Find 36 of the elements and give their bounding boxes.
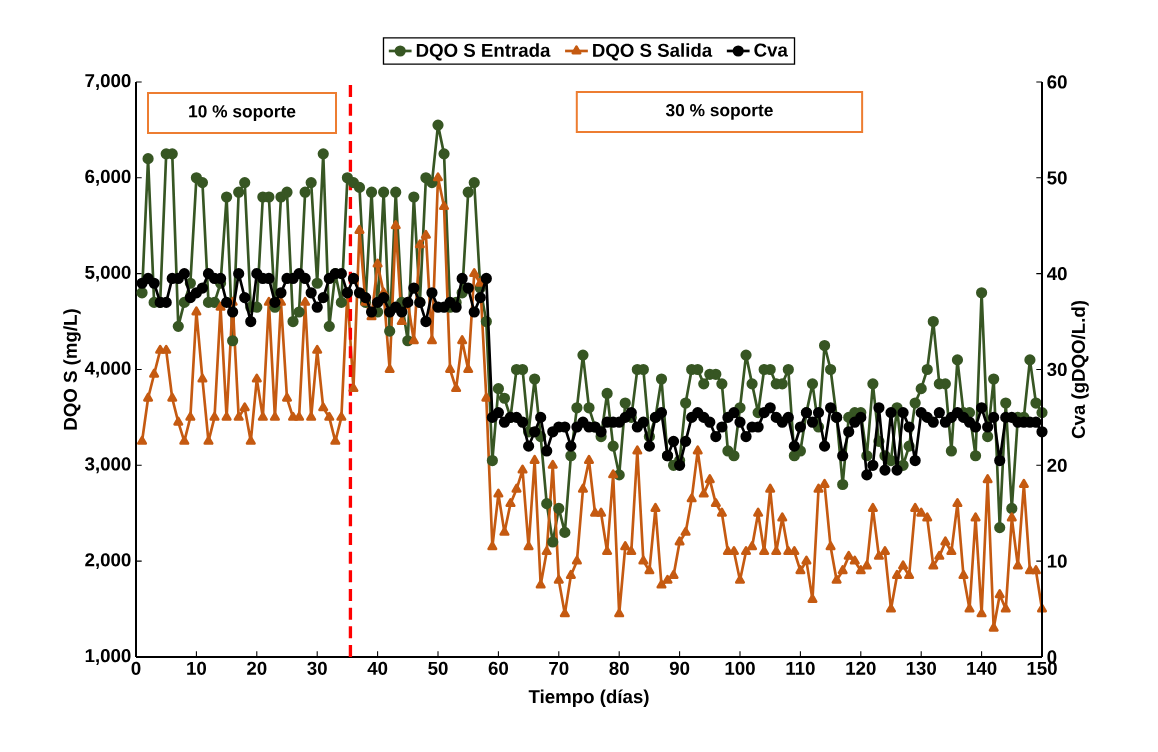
y-tick-label: 1,000 (85, 649, 131, 665)
y2-axis-title: Cva (gDQO/L.d) (1071, 300, 1089, 439)
legend-label: DQO S Entrada (416, 43, 551, 61)
y2-tick-label: 40 (1047, 267, 1067, 281)
x-tick-label: 10 (187, 661, 207, 675)
y-tick-label: 3,000 (85, 457, 131, 474)
x-tick-label: 40 (367, 661, 388, 675)
legend-label: Cva (754, 43, 788, 57)
y2-tick-label: 10 (1047, 554, 1067, 568)
x-tick-label: 90 (669, 661, 690, 675)
x-tick-label: 30 (307, 661, 327, 675)
x-tick-label: 60 (488, 661, 509, 675)
x-tick-label: 50 (428, 661, 448, 675)
y2-tick-label: 60 (1047, 75, 1067, 89)
y2-tick-label: 50 (1047, 171, 1067, 185)
legend-label: DQO S Salida (593, 43, 713, 61)
y-tick-label: 4,000 (84, 361, 131, 378)
x-tick-label: 140 (967, 661, 997, 675)
x-tick-label: 130 (906, 661, 936, 675)
y-tick-label: 5,000 (85, 265, 131, 282)
y-tick-label: 7,000 (85, 74, 131, 90)
y2-tick-label: 20 (1047, 458, 1067, 472)
x-tick-label: 20 (247, 661, 267, 675)
annotation: 30 % soporte (665, 104, 773, 120)
x-tick-label: 100 (725, 661, 755, 675)
x-tick-label: 110 (786, 661, 815, 675)
y-tick-label: 2,000 (85, 553, 131, 570)
x-axis-title: Tiempo (días) (528, 689, 649, 707)
x-tick-label: 0 (131, 661, 141, 675)
y2-tick-label: 30 (1047, 362, 1067, 377)
y-axis-title: DQO S (mg/L) (63, 309, 81, 430)
x-tick-label: 80 (609, 661, 629, 675)
x-tick-label: 120 (846, 661, 876, 675)
y-tick-label: 6,000 (85, 169, 131, 186)
x-tick-label: 70 (549, 661, 569, 675)
annotation: 10 % soporte (189, 105, 296, 121)
